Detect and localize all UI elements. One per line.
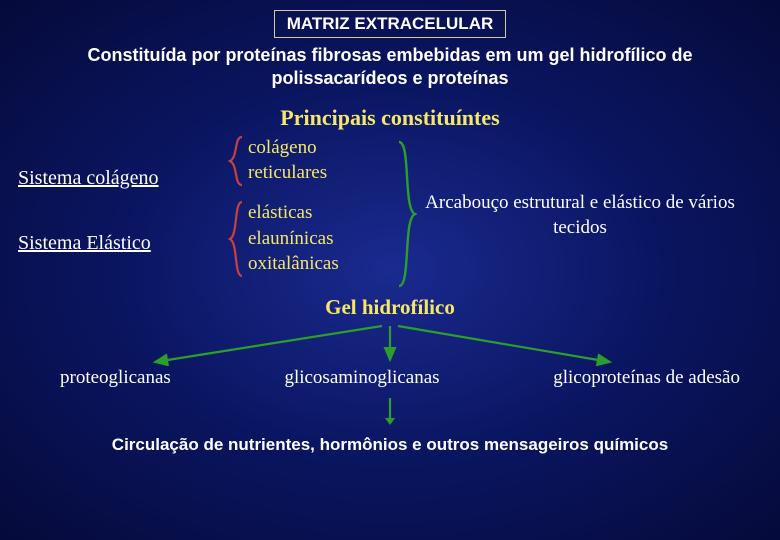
gel-glycoproteins: glicoproteínas de adesão (553, 366, 740, 390)
arrow-right-icon (398, 326, 610, 362)
subtitle: Constituída por proteínas fibrosas embeb… (0, 44, 780, 99)
fiber-elauninic: elaunínicas (248, 226, 398, 252)
system-elastic-label: Sistema Elástico (18, 232, 218, 255)
constituents-row: Sistema colágeno Sistema Elástico coláge… (0, 135, 780, 277)
arrow-down2-icon (0, 396, 780, 431)
gel-components-row: proteoglicanas glicosaminoglicanas glico… (0, 366, 780, 390)
heading-constituents: Principais constituíntes (0, 105, 780, 131)
arrow-left-icon (155, 326, 382, 362)
elastic-fibers: elásticas elaunínicas oxitalânicas (248, 200, 398, 277)
gel-arrows (0, 324, 780, 366)
brace-right-icon (395, 139, 417, 294)
gel-proteoglycans: proteoglicanas (60, 366, 171, 390)
fiber-elastic: elásticas (248, 200, 398, 226)
structural-text: Arcabouço estrutural e elástico de vário… (398, 191, 762, 240)
system-collagen-label: Sistema colágeno (18, 167, 218, 190)
footer-text: Circulação de nutrientes, hormônios e ou… (0, 435, 780, 455)
fiber-reticular: reticulares (248, 160, 398, 186)
gel-glycosaminoglycans: glicosaminoglicanas (284, 366, 439, 390)
heading-gel: Gel hidrofílico (0, 295, 780, 320)
collagen-fibers: colágeno reticulares (248, 135, 398, 186)
fiber-oxytalanic: oxitalânicas (248, 251, 398, 277)
page-title: MATRIZ EXTRACELULAR (274, 10, 507, 38)
brace-collagen-icon (228, 135, 244, 187)
fiber-collagen: colágeno (248, 135, 398, 161)
brace-elastic-icon (228, 200, 244, 278)
